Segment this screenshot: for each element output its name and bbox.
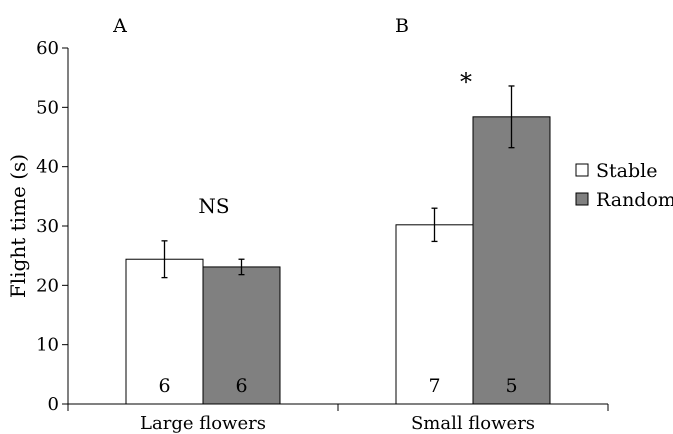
- sample-size-label: 6: [235, 375, 247, 397]
- y-tick-label: 40: [36, 157, 59, 178]
- y-tick-label: 10: [36, 335, 59, 356]
- y-tick-label: 20: [36, 275, 59, 296]
- legend: Stable Random: [575, 160, 673, 211]
- legend-label-stable: Stable: [596, 160, 657, 182]
- bar-random: [202, 266, 281, 405]
- sample-size-label: 5: [505, 375, 517, 397]
- bars: [125, 85, 551, 405]
- y-tick-label: 60: [36, 38, 59, 59]
- x-tick-label: Small flowers: [411, 413, 535, 434]
- y-tick-label: 50: [36, 97, 59, 118]
- legend-swatch-random: [575, 192, 589, 206]
- y-tick-label: 30: [36, 216, 59, 237]
- panel-label-b: B: [395, 15, 409, 37]
- labels: 6 6 7 5: [158, 375, 517, 397]
- bar-random: [472, 116, 551, 405]
- significance-small: *: [460, 68, 472, 96]
- bar-stable: [125, 258, 204, 405]
- y-tick-label: 0: [48, 394, 59, 415]
- sample-size-label: 7: [428, 375, 440, 397]
- axes: 0 10 20 30 40 50 60 Large flowers Small flowers: [36, 38, 609, 434]
- x-tick-label: Large flowers: [140, 413, 266, 434]
- significance-large: NS: [198, 194, 229, 218]
- legend-swatch-stable: [575, 163, 589, 177]
- legend-label-random: Random: [596, 189, 673, 211]
- y-axis-title: Flight time (s): [6, 154, 30, 298]
- sample-size-label: 6: [158, 375, 170, 397]
- panel-label-a: A: [112, 15, 127, 37]
- bar-stable: [395, 224, 474, 405]
